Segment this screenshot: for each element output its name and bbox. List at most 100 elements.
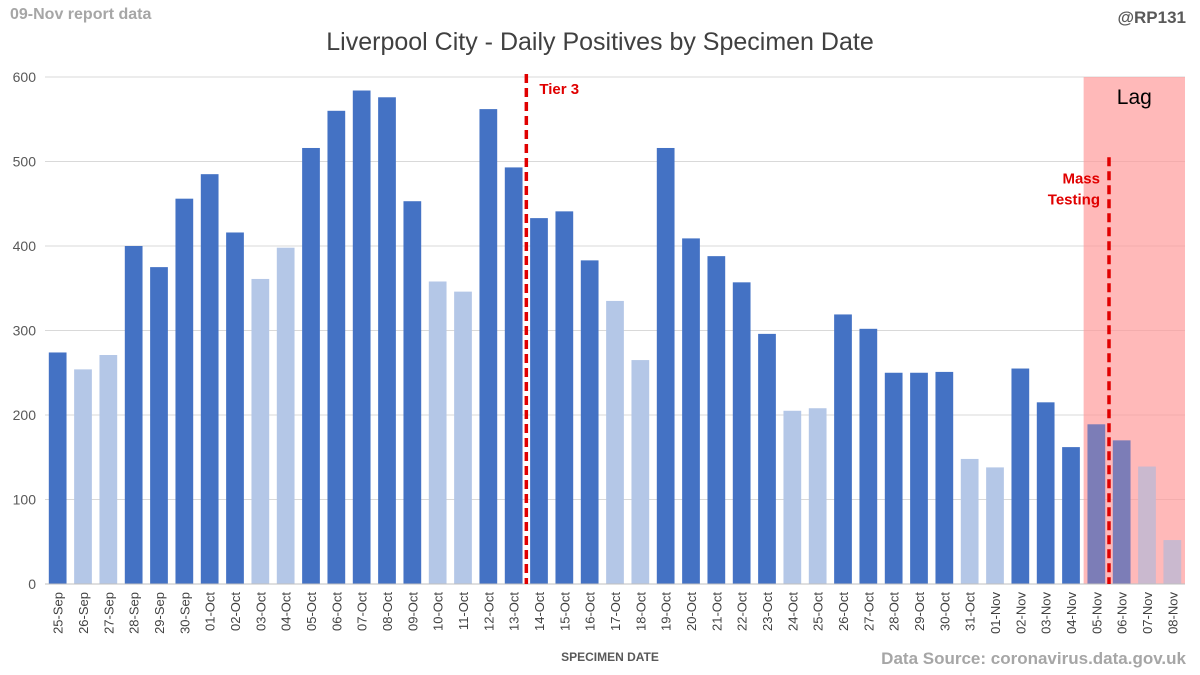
bar: [352, 90, 371, 585]
bar: [555, 211, 574, 585]
x-tick-label: 20-Oct: [684, 592, 699, 631]
bar: [327, 110, 346, 585]
x-tick-label: 13-Oct: [507, 592, 522, 631]
lag-overlay: [1083, 77, 1185, 584]
bar: [910, 372, 928, 584]
data-source-label: Data Source: coronavirus.data.gov.uk: [881, 649, 1186, 668]
x-tick-label: 07-Nov: [1140, 592, 1155, 634]
x-tick-label: 27-Oct: [861, 592, 876, 631]
x-tick-label: 12-Oct: [481, 592, 496, 631]
bar: [859, 328, 878, 584]
y-tick-label: 500: [13, 154, 37, 170]
axes: 0 100 200 300 400 500 600 25-Sep 26-Sep 27-Sep 28-…: [13, 69, 1185, 634]
bar: [732, 282, 751, 584]
bar: [935, 371, 954, 584]
x-tick-label: 03-Oct: [253, 592, 268, 631]
report-date-label: 09-Nov report data: [10, 6, 152, 23]
x-tick-label: 24-Oct: [785, 592, 800, 631]
bar: [682, 238, 700, 584]
x-tick-label: 25-Sep: [51, 592, 66, 634]
bar: [428, 281, 447, 584]
x-tick-label: 06-Nov: [1115, 592, 1130, 634]
bar: [1163, 540, 1182, 584]
x-tick-label: 08-Nov: [1165, 592, 1180, 634]
bar: [150, 267, 168, 584]
x-tick-label: 21-Oct: [709, 592, 724, 631]
x-tick-label: 04-Oct: [279, 592, 294, 631]
x-tick-label: 06-Oct: [329, 592, 344, 631]
bar: [74, 369, 92, 584]
x-tick-label: 01-Oct: [203, 592, 218, 631]
tier3-label: Tier 3: [539, 81, 579, 98]
y-tick-label: 600: [13, 69, 37, 85]
x-tick-label: 09-Oct: [405, 592, 420, 631]
x-tick-label: 22-Oct: [735, 592, 750, 631]
y-tick-label: 400: [13, 238, 37, 254]
y-tick-label: 200: [13, 407, 37, 423]
x-tick-label: 05-Nov: [1089, 592, 1104, 634]
x-tick-label: 14-Oct: [532, 592, 547, 631]
bar: [124, 246, 143, 584]
x-tick-label: 30-Sep: [177, 592, 192, 634]
x-tick-label: 04-Nov: [1064, 592, 1079, 634]
x-tick-label: 17-Oct: [608, 592, 623, 631]
bar: [251, 278, 270, 584]
mass-testing-label: Testing: [1048, 191, 1100, 208]
x-tick-label: 07-Oct: [355, 592, 370, 631]
bars: [48, 90, 1182, 585]
bar: [884, 372, 903, 584]
x-tick-label: 26-Sep: [76, 592, 91, 634]
lag-label: Lag: [1117, 86, 1152, 109]
bar: [1036, 402, 1055, 584]
bar: [99, 355, 118, 584]
x-tick-label: 02-Oct: [228, 592, 243, 631]
lag-overlay: [1083, 77, 1185, 584]
x-tick-label: 05-Oct: [304, 592, 319, 631]
bar: [378, 97, 396, 584]
y-tick-label: 300: [13, 323, 37, 339]
bar: [403, 201, 422, 584]
bar: [606, 300, 624, 584]
x-tick-label: 02-Nov: [1013, 592, 1028, 634]
x-tick-label: 15-Oct: [557, 592, 572, 631]
x-tick-label: 23-Oct: [760, 592, 775, 631]
bar: [656, 147, 675, 585]
bar: [302, 147, 320, 585]
x-tick-label: 30-Oct: [937, 592, 952, 631]
x-tick-label: 25-Oct: [811, 592, 826, 631]
annotations: Lag Tier 3 Mass Testing: [524, 74, 1152, 584]
mass-testing-label: Mass: [1062, 170, 1100, 187]
bar: [834, 314, 852, 584]
bar: [504, 167, 523, 585]
bar: [1011, 368, 1030, 584]
x-tick-label: 29-Oct: [912, 592, 927, 631]
bar: [1138, 466, 1156, 584]
bar: [960, 458, 979, 584]
author-handle: @RP131: [1117, 8, 1186, 27]
x-tick-label: 11-Oct: [456, 592, 471, 630]
bar: [808, 408, 827, 584]
bar: [580, 260, 599, 584]
x-tick-label: 31-Oct: [963, 592, 978, 631]
bar: [631, 360, 650, 584]
x-tick-label: 08-Oct: [380, 592, 395, 631]
bar: [1062, 447, 1080, 584]
x-tick-label: 28-Oct: [887, 592, 902, 631]
bar: [454, 291, 472, 584]
bar: [200, 174, 219, 585]
x-tick-label: 18-Oct: [633, 592, 648, 631]
bar: [758, 333, 776, 584]
bar: [783, 410, 802, 584]
x-tick-label: 28-Sep: [127, 592, 142, 634]
bar: [530, 218, 548, 585]
x-axis-title: SPECIMEN DATE: [561, 650, 659, 664]
bar: [707, 256, 726, 584]
x-tick-label: 10-Oct: [431, 592, 446, 631]
bar: [226, 232, 244, 585]
y-tick-label: 0: [28, 576, 36, 592]
x-tick-label: 27-Sep: [101, 592, 116, 634]
bar: [1087, 424, 1106, 584]
bar: [276, 247, 295, 584]
bar: [1112, 440, 1131, 584]
